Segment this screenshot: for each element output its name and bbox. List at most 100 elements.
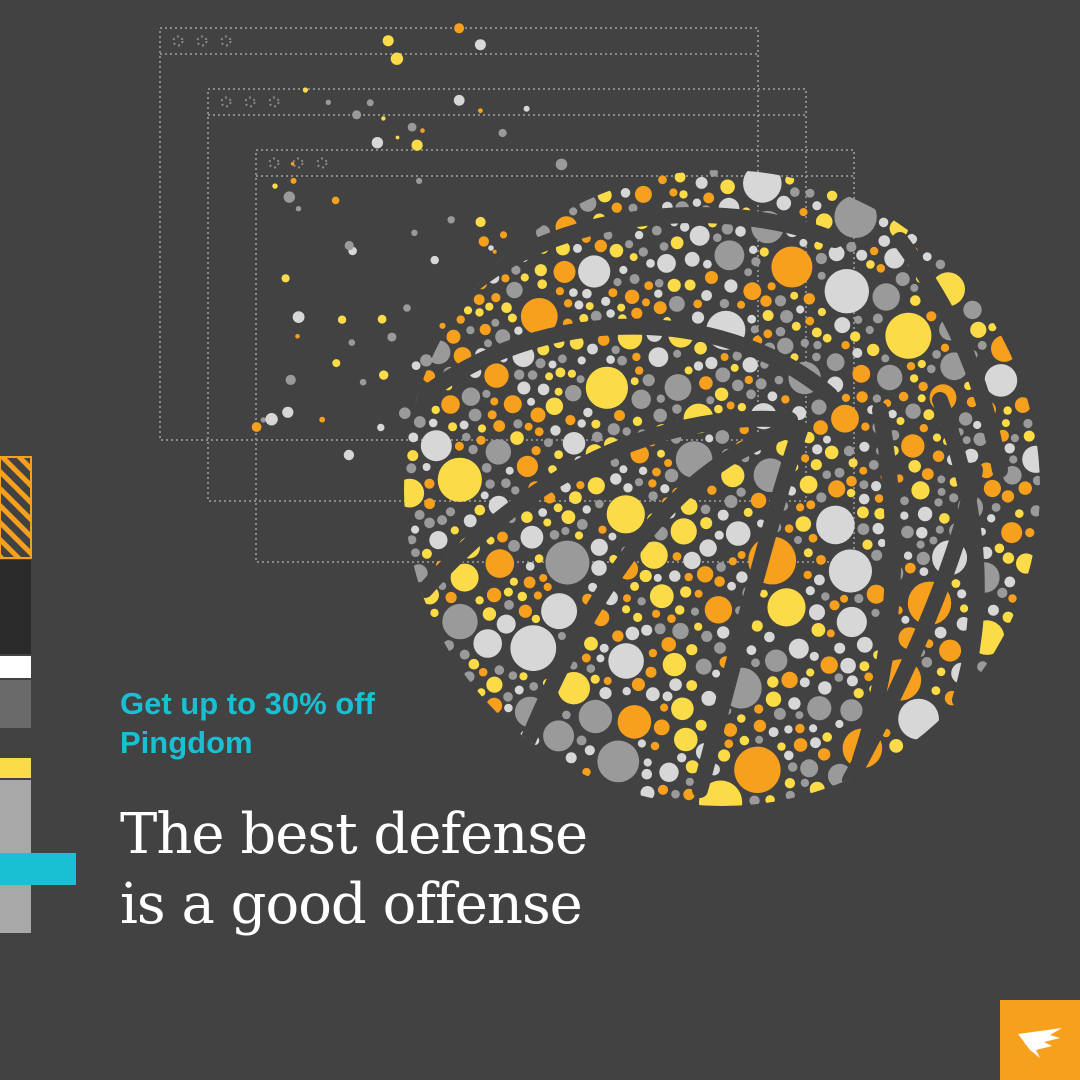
- side-bar-hatched: [0, 456, 32, 559]
- ball-dot: [493, 420, 506, 432]
- ball-dot: [567, 369, 577, 378]
- ball-dot: [919, 424, 928, 433]
- ball-dot: [765, 691, 782, 707]
- particle-dot: [407, 122, 417, 132]
- ball-dot: [721, 464, 745, 488]
- particle-dot: [492, 249, 497, 254]
- ball-dot: [814, 241, 823, 250]
- particle-dot: [377, 314, 387, 324]
- particle-dot: [478, 236, 489, 247]
- ball-dot: [541, 593, 578, 630]
- ball-dot: [424, 517, 435, 529]
- ball-dot: [558, 354, 567, 364]
- ball-dot: [714, 576, 725, 587]
- ball-dot: [557, 672, 590, 705]
- ball-dot: [550, 425, 561, 436]
- ball-dot: [868, 460, 879, 470]
- ball-dot: [973, 432, 987, 446]
- ball-dot: [840, 594, 849, 603]
- ball-dot: [703, 192, 715, 204]
- ball-dot: [857, 523, 870, 535]
- ball-dot: [468, 444, 478, 455]
- ball-dot: [806, 668, 815, 677]
- ball-dot: [751, 620, 763, 632]
- ball-dot: [805, 586, 815, 596]
- ball-dot: [454, 441, 464, 451]
- ball-dot: [821, 592, 830, 601]
- ball-dot: [800, 338, 809, 348]
- ball-dot: [664, 468, 679, 483]
- particle-dot: [403, 304, 411, 312]
- ball-dot: [479, 323, 491, 336]
- ball-dot: [939, 513, 950, 524]
- ball-dot: [646, 259, 655, 268]
- ball-dot: [940, 343, 950, 352]
- ball-dot: [543, 582, 552, 592]
- ball-dot: [486, 587, 502, 603]
- ball-dot: [606, 495, 645, 534]
- ball-dot: [462, 432, 471, 442]
- ball-dot: [623, 483, 633, 493]
- ball-dot: [903, 551, 913, 560]
- ball-dot: [686, 680, 698, 691]
- ball-dot: [828, 480, 846, 498]
- ball-dot: [809, 604, 825, 621]
- ball-dot: [872, 522, 884, 535]
- ball-dot: [732, 379, 744, 392]
- ball-dot: [1009, 455, 1018, 464]
- ball-dot: [562, 710, 571, 720]
- ball-dot: [667, 614, 676, 623]
- ball-dot: [473, 294, 485, 305]
- ball-dot: [724, 739, 734, 749]
- side-color-bars: [0, 456, 76, 933]
- particle-dot: [295, 334, 300, 339]
- ball-dot: [597, 188, 612, 203]
- ball-dot: [653, 719, 670, 736]
- ball-dot: [450, 526, 459, 535]
- ball-dot: [878, 235, 891, 247]
- ball-dot: [737, 300, 746, 309]
- ball-dot: [818, 681, 832, 695]
- ball-dot: [831, 404, 859, 433]
- ball-dot: [507, 313, 517, 323]
- ball-dot: [962, 436, 971, 445]
- ball-dot: [795, 723, 805, 734]
- side-bar-gray: [0, 680, 31, 728]
- ball-dot: [822, 333, 832, 343]
- ball-dot: [964, 448, 979, 463]
- ball-dot: [785, 175, 795, 185]
- ball-dot: [824, 269, 869, 314]
- ball-dot: [661, 637, 676, 652]
- ball-dot: [867, 343, 880, 357]
- ball-dot: [898, 698, 939, 740]
- ball-dot: [640, 786, 655, 800]
- ball-dot: [590, 538, 608, 556]
- ball-dot: [424, 498, 435, 510]
- ball-dot: [534, 264, 547, 277]
- ball-dot: [703, 259, 712, 269]
- ball-dot: [685, 777, 694, 786]
- ball-dot: [555, 367, 566, 378]
- ball-dot: [506, 281, 523, 299]
- ball-dot: [695, 719, 707, 731]
- ball-dot: [656, 394, 665, 403]
- ball-dot: [501, 302, 512, 314]
- ball-dot: [807, 696, 832, 721]
- ball-dot: [806, 500, 816, 510]
- ball-dot: [777, 337, 794, 355]
- ball-dot: [809, 781, 825, 797]
- ball-dot: [473, 629, 503, 658]
- ball-dot: [534, 427, 544, 437]
- ball-dot: [871, 549, 883, 561]
- ball-dot: [1008, 594, 1017, 603]
- ball-dot: [796, 305, 805, 314]
- ball-dot: [723, 723, 738, 737]
- ball-dot: [459, 649, 470, 660]
- ball-dot: [692, 198, 702, 207]
- ball-dot: [608, 288, 618, 298]
- ball-dot: [736, 571, 748, 583]
- ball-dot: [835, 719, 844, 729]
- ball-dot: [888, 409, 897, 419]
- ball-dot: [693, 361, 704, 371]
- ball-dot: [713, 233, 722, 242]
